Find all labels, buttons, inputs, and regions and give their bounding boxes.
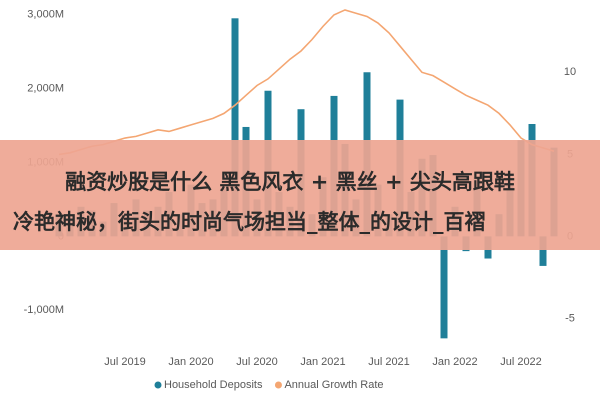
x-tick-label: Jan 2022 bbox=[432, 356, 477, 368]
x-tick-label: Jul 2022 bbox=[500, 356, 542, 368]
x-tick-label: Jul 2019 bbox=[104, 356, 146, 368]
legend-label: Household Deposits bbox=[164, 379, 263, 391]
bar bbox=[539, 236, 547, 266]
x-tick-label: Jul 2020 bbox=[236, 356, 278, 368]
overlay-banner: 融资炒股是什么 黑色风衣 + 黑丝 + 尖头高跟鞋 ，冷艳神秘，街头的时尚气场担… bbox=[0, 140, 600, 250]
x-tick-label: Jan 2020 bbox=[168, 356, 213, 368]
y2-tick-label: 10 bbox=[564, 66, 576, 78]
legend-marker bbox=[154, 381, 162, 389]
legend-marker bbox=[274, 381, 282, 389]
x-tick-label: Jul 2021 bbox=[368, 356, 410, 368]
line bbox=[58, 9, 555, 156]
y-tick-label: 2,000M bbox=[27, 82, 64, 94]
legend-label: Annual Growth Rate bbox=[284, 379, 383, 391]
overlay-line: 融资炒股是什么 黑色风衣 + 黑丝 + 尖头高跟鞋 bbox=[65, 170, 515, 194]
y2-tick-label: -5 bbox=[565, 313, 575, 325]
x-tick-label: Jan 2021 bbox=[300, 356, 345, 368]
overlay-line: ，冷艳神秘，街头的时尚气场担当_整体_的设计_百褶 bbox=[0, 210, 486, 234]
y-tick-label: -1,000M bbox=[24, 304, 64, 316]
y-tick-label: 3,000M bbox=[27, 9, 64, 21]
bar bbox=[440, 236, 448, 339]
bar bbox=[231, 18, 239, 237]
